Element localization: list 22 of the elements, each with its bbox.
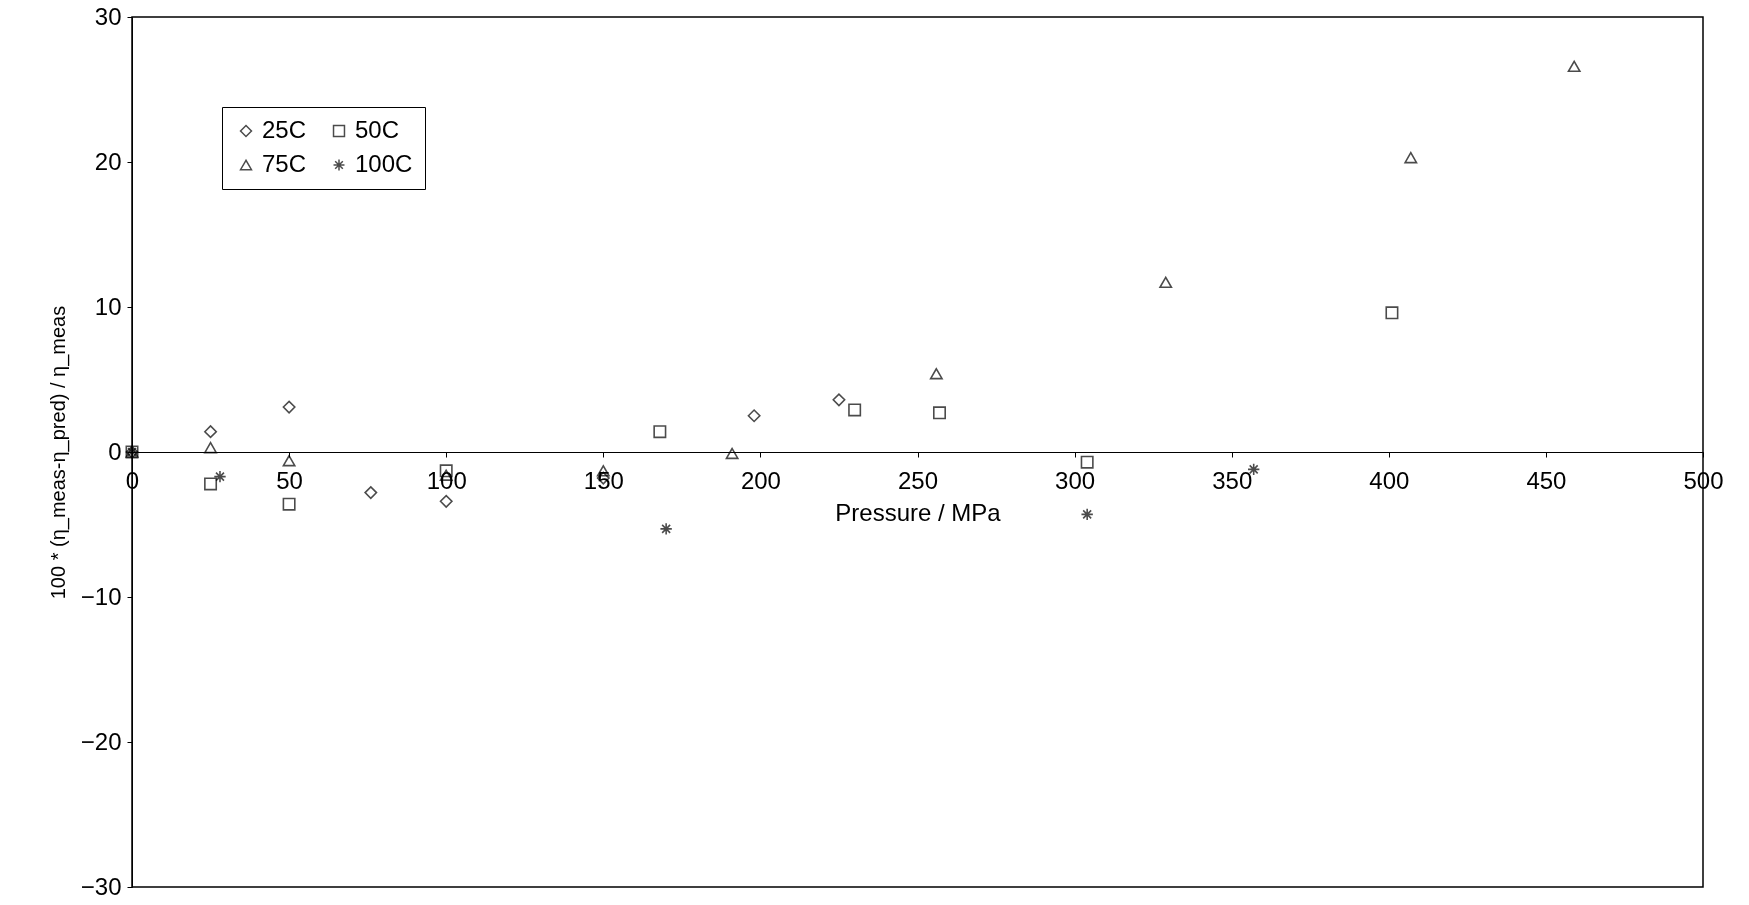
- x-tick-label: 450: [1526, 466, 1567, 494]
- y-tick-label: 30: [94, 2, 122, 30]
- x-tick-label: 200: [740, 466, 781, 494]
- x-tick-label: 150: [583, 466, 624, 494]
- x-tick-label: 400: [1369, 466, 1410, 494]
- legend-label: 100C: [355, 150, 413, 177]
- y-tick-label: −30: [80, 872, 122, 900]
- legend-label: 50C: [355, 116, 400, 143]
- x-axis-title: Pressure / MPa: [835, 498, 1002, 526]
- y-tick-label: 20: [94, 147, 122, 175]
- x-tick-label: 100: [426, 466, 467, 494]
- x-tick-label: 50: [276, 466, 303, 494]
- y-tick-label: 0: [108, 437, 122, 465]
- y-axis-title: 100 * (η_meas-η_pred) / η_meas: [46, 305, 70, 600]
- legend-label: 25C: [262, 116, 307, 143]
- x-tick-label: 250: [897, 466, 939, 494]
- x-tick-label: 350: [1212, 466, 1253, 494]
- legend-label: 75C: [262, 150, 307, 177]
- y-tick-label: −20: [80, 727, 122, 755]
- y-tick-label: −10: [80, 582, 122, 610]
- y-tick-label: 10: [94, 292, 122, 320]
- x-tick-label: 300: [1055, 466, 1096, 494]
